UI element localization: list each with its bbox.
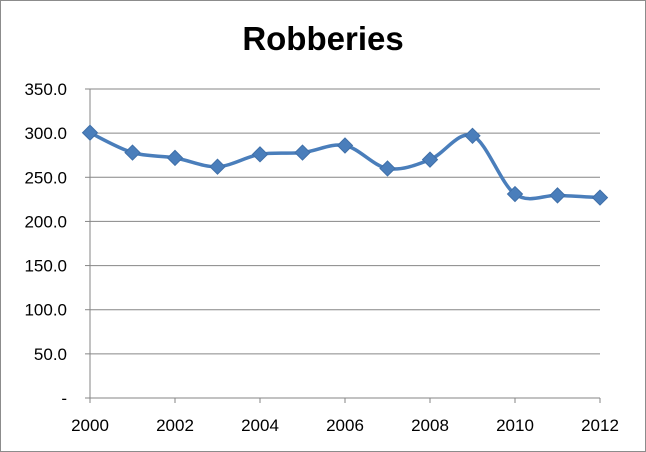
data-point-marker xyxy=(81,124,99,141)
x-tick-label: 2008 xyxy=(411,416,449,435)
data-point-marker xyxy=(166,149,184,167)
data-point-marker xyxy=(294,144,311,161)
x-axis-tick-labels: 2000 2002 2004 2006 2008 2010 2012 xyxy=(71,416,619,435)
y-tick-label: 50.0 xyxy=(34,345,67,364)
y-tick-label: 150.0 xyxy=(24,257,67,276)
data-point-marker xyxy=(591,189,609,206)
x-tick-label: 2006 xyxy=(326,416,364,435)
data-point-marker xyxy=(251,146,269,163)
y-tick-label: 100.0 xyxy=(24,301,67,320)
data-point-marker xyxy=(506,185,524,203)
y-tick-label: 300.0 xyxy=(24,124,67,143)
series-robberies xyxy=(81,124,609,206)
x-tick-label: 2010 xyxy=(496,416,534,435)
data-point-marker xyxy=(124,144,141,161)
data-point-marker xyxy=(209,158,226,175)
data-point-marker xyxy=(421,151,439,168)
gridlines xyxy=(90,88,600,355)
y-axis-tick-labels: - 50.0 100.0 150.0 200.0 250.0 300.0 350.0 xyxy=(24,80,67,408)
data-point-marker xyxy=(549,187,566,204)
y-tick-label: 350.0 xyxy=(24,80,67,99)
data-point-marker xyxy=(379,160,396,177)
y-tick-label: 250.0 xyxy=(24,168,67,187)
x-tick-label: 2004 xyxy=(241,416,279,435)
axes xyxy=(85,88,601,403)
data-point-marker xyxy=(464,127,481,144)
data-point-marker xyxy=(336,137,354,154)
chart-title: Robberies xyxy=(242,20,404,57)
x-tick-label: 2012 xyxy=(581,416,619,435)
x-tick-label: 2000 xyxy=(71,416,109,435)
y-tick-label: - xyxy=(61,389,67,408)
x-tick-label: 2002 xyxy=(156,416,194,435)
y-tick-label: 200.0 xyxy=(24,212,67,231)
